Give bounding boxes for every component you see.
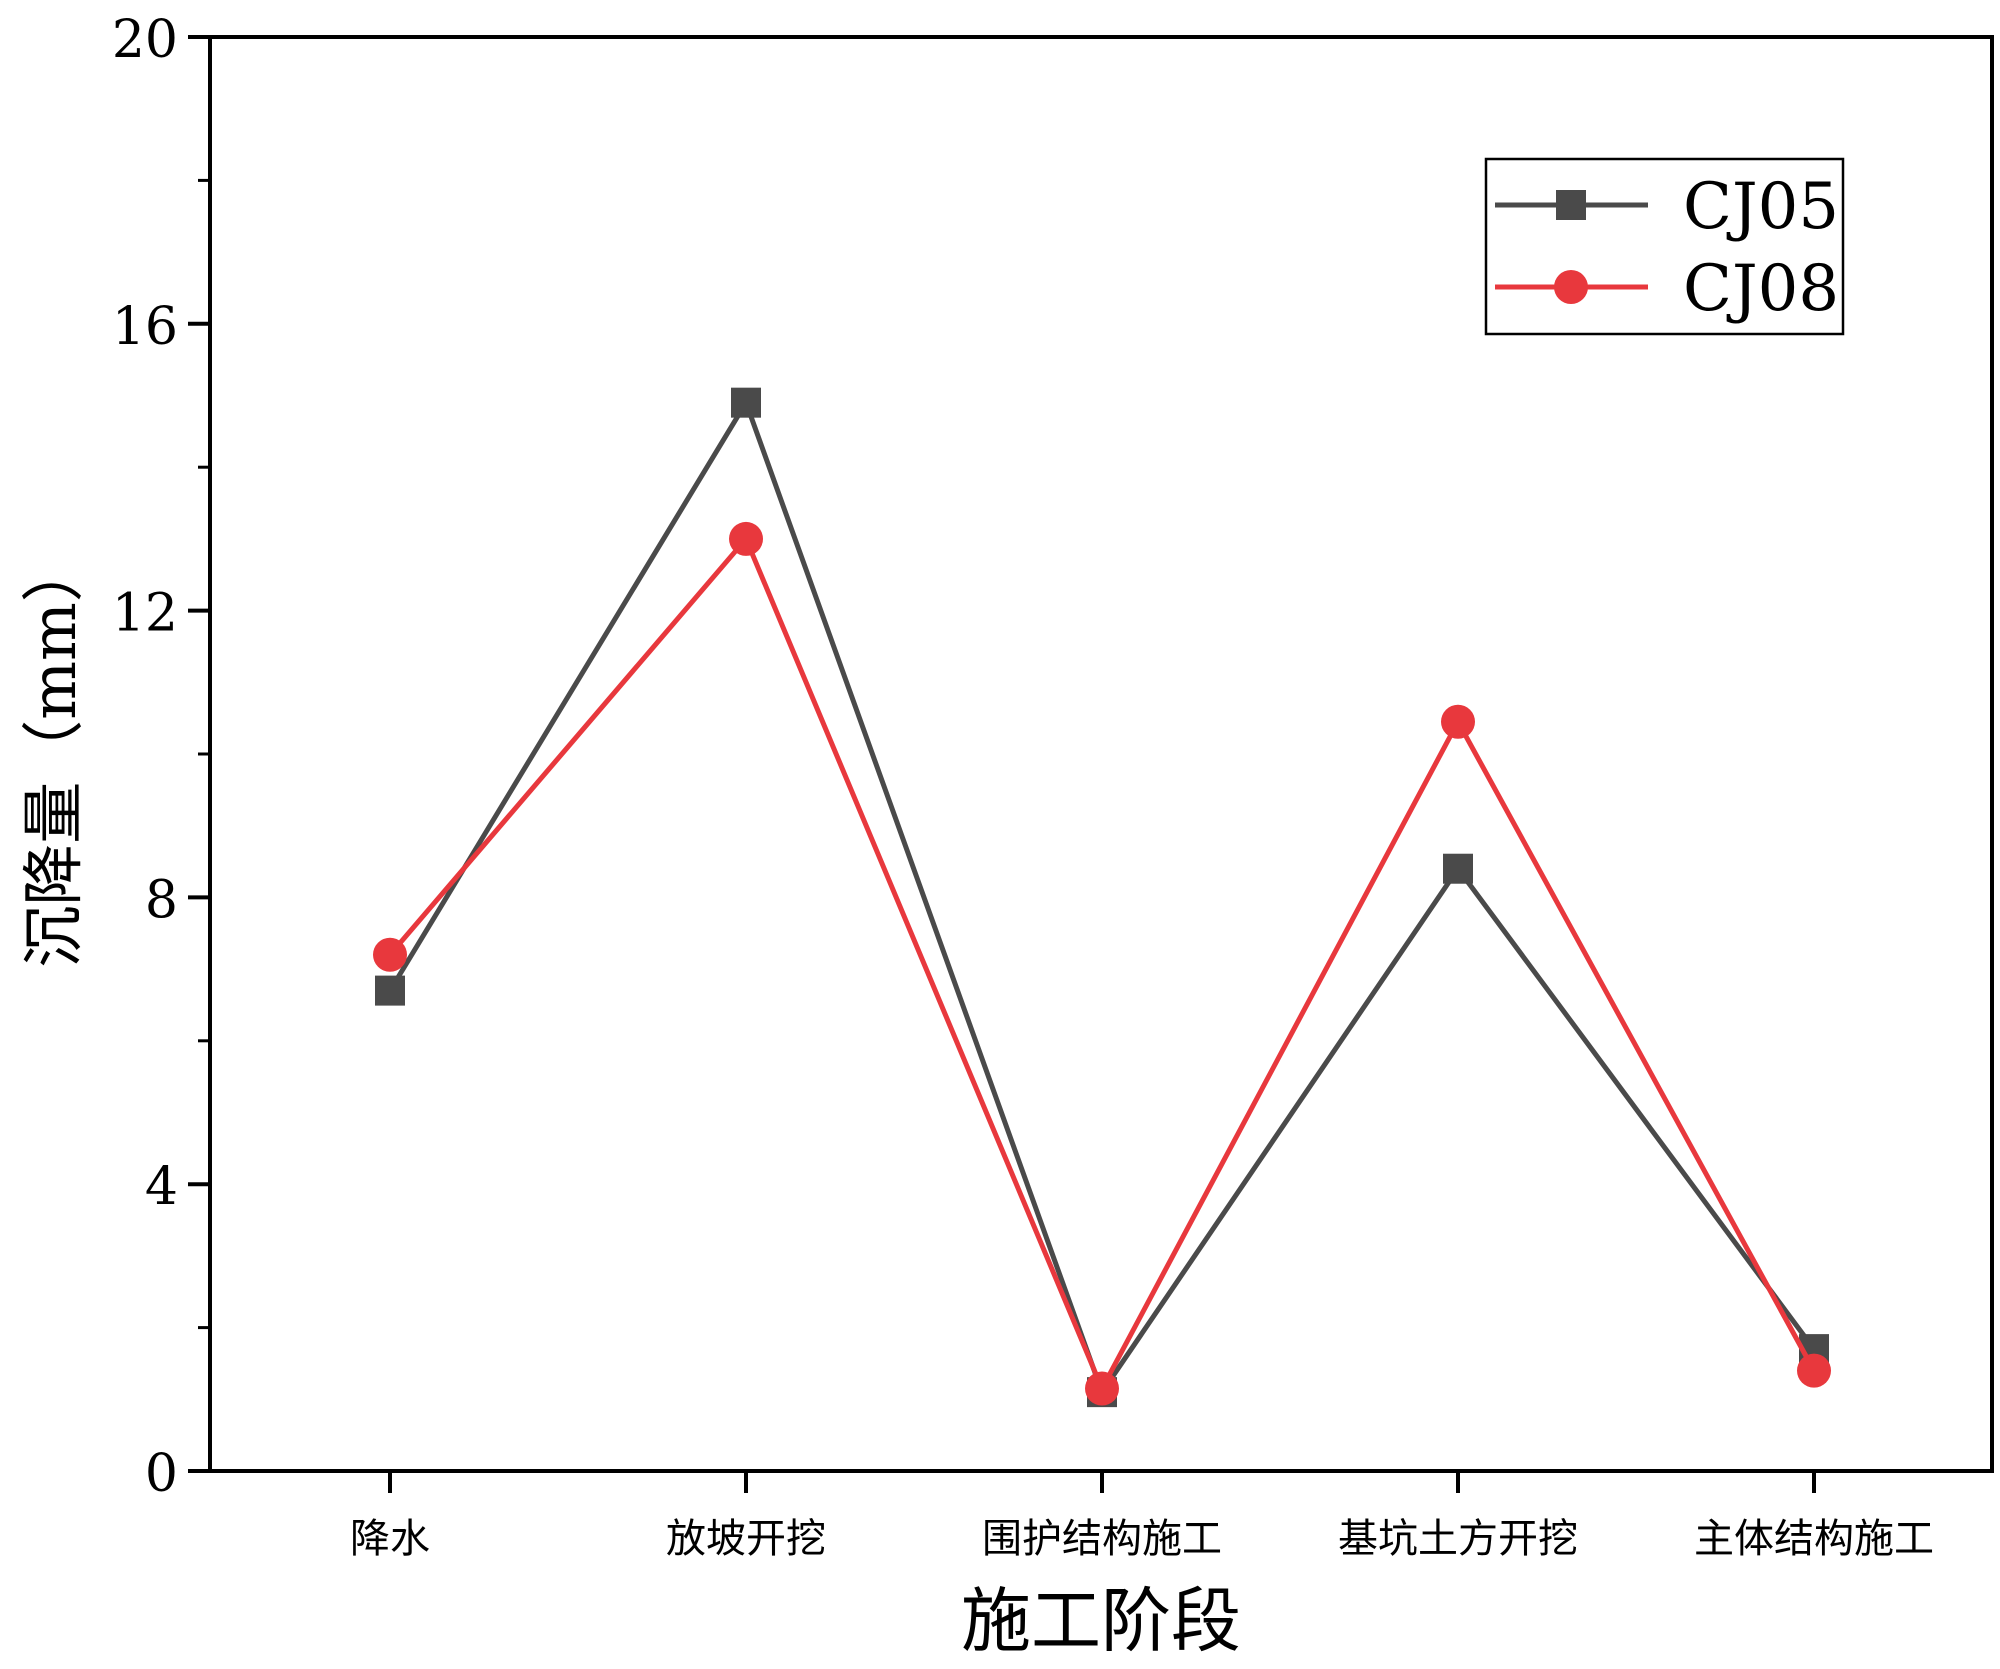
legend-box xyxy=(1484,157,1845,336)
point-CJ05-3 xyxy=(1443,853,1473,884)
point-CJ05-1 xyxy=(731,387,761,418)
point-CJ08-2 xyxy=(1085,1371,1119,1406)
series-line-CJ08 xyxy=(388,534,1817,1395)
point-CJ08-4 xyxy=(1797,1353,1831,1388)
point-CJ08-0 xyxy=(373,937,407,972)
legend-label-CJ08: CJ08 xyxy=(1683,252,1839,326)
legend: CJ05 CJ08 xyxy=(1484,157,1845,336)
y-tick-label-16: 16 xyxy=(112,297,178,357)
point-CJ08-1 xyxy=(729,521,763,556)
x-axis-label: 施工阶段 xyxy=(961,1580,1241,1662)
legend-marker-CJ05 xyxy=(1556,190,1586,220)
x-tick-label-3: 基坑土方开挖 xyxy=(1338,1516,1578,1562)
series-line-CJ05 xyxy=(387,396,1817,1398)
series-layer xyxy=(373,387,1831,1408)
x-tick-label-0: 降水 xyxy=(350,1516,430,1562)
x-tick-label-4: 主体结构施工 xyxy=(1694,1516,1934,1562)
x-axis-ticks: 降水 放坡开挖 围护结构施工 基坑土方开挖 主体结构施工 xyxy=(350,1471,1934,1562)
legend-label-CJ05: CJ05 xyxy=(1683,170,1839,244)
y-tick-label-0: 0 xyxy=(145,1444,178,1504)
y-axis-label: 沉降量（mm） xyxy=(17,540,90,968)
x-tick-label-2: 围护结构施工 xyxy=(982,1516,1222,1562)
y-tick-label-12: 12 xyxy=(112,584,178,644)
point-CJ08-3 xyxy=(1441,704,1475,739)
y-tick-label-8: 8 xyxy=(145,870,178,930)
y-tick-label-4: 4 xyxy=(145,1157,178,1217)
x-tick-label-1: 放坡开挖 xyxy=(666,1516,826,1562)
legend-items: CJ05 CJ08 xyxy=(1495,170,1839,326)
legend-marker-CJ08 xyxy=(1554,270,1588,304)
y-tick-label-20: 20 xyxy=(112,10,178,70)
y-axis-ticks: 0 4 8 12 16 20 xyxy=(112,10,210,1504)
point-CJ05-0 xyxy=(375,975,405,1006)
